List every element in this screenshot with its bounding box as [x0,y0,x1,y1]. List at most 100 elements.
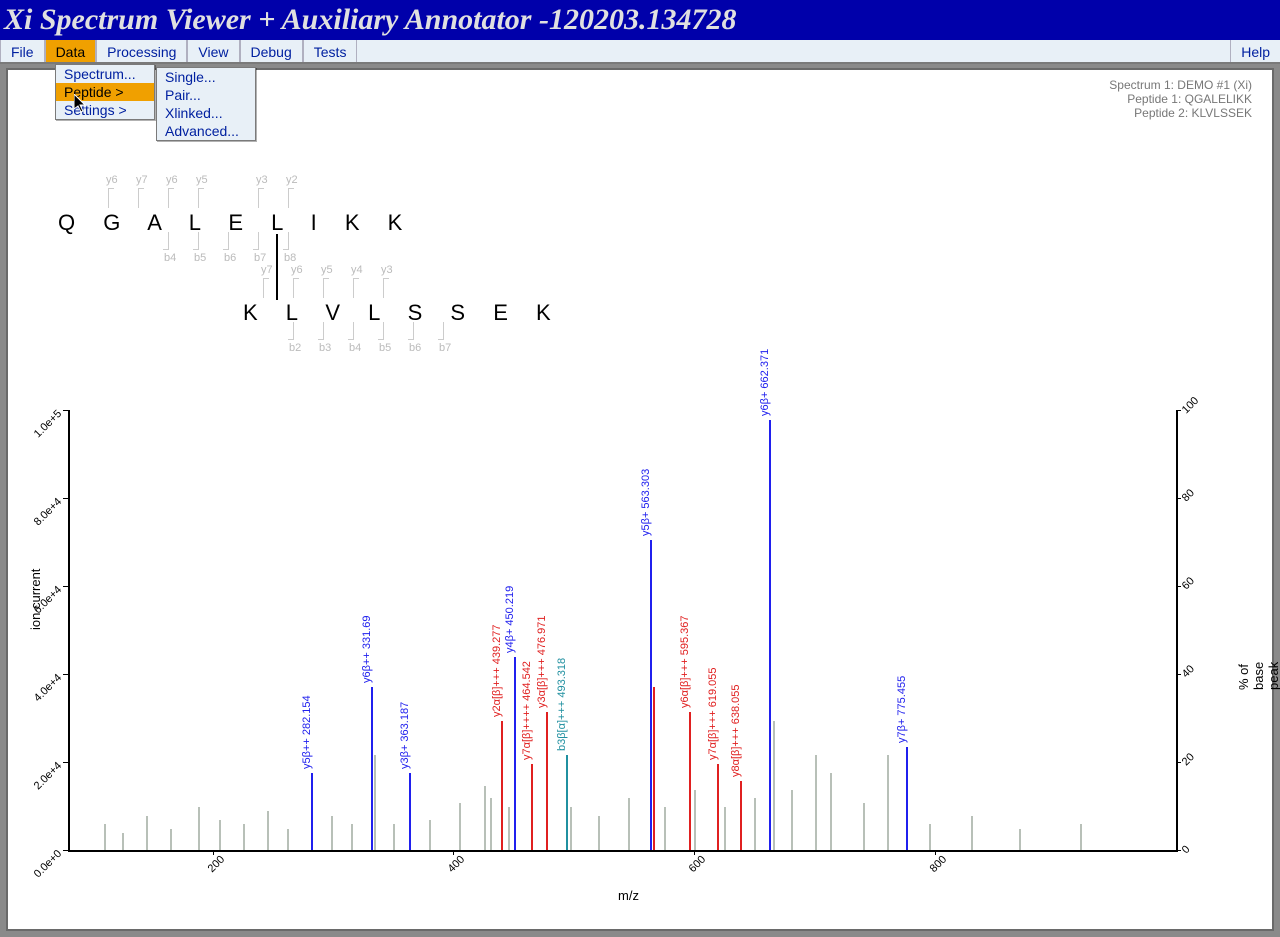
frag-tick-b-h [223,249,229,250]
dd-advanced[interactable]: Advanced... [157,122,255,140]
spectrum-peak [219,820,221,850]
spectrum-peak [598,816,600,850]
spectrum-peak [650,540,652,850]
frag-tick-y-h [168,188,174,189]
xtick [694,850,695,855]
frag-label-b: b4 [164,252,176,264]
frag-label-b: b7 [254,252,266,264]
ytick [63,674,68,675]
frag-tick-y2-h [383,278,389,279]
spectrum-peak [664,807,666,850]
menu-help[interactable]: Help [1230,40,1280,62]
canvas-frame: Spectrum 1: DEMO #1 (Xi) Peptide 1: QGAL… [6,68,1274,931]
xtick [213,850,214,855]
frag-tick-b2 [323,322,324,340]
frag-tick-y-h [138,188,144,189]
y2-axis-label: % of base peak [1236,662,1280,690]
spectrum-peak [830,773,832,850]
spectrum-plot[interactable]: ion current % of base peak m/z 0.0e+02.0… [68,410,1198,910]
frag-label-b: b5 [194,252,206,264]
frag-tick-b-h [283,249,289,250]
menu-debug[interactable]: Debug [240,40,303,62]
frag-tick-y2-h [323,278,329,279]
spectrum-peak [311,773,313,850]
frag-label-b2: b6 [409,342,421,354]
y2tick [1176,850,1181,851]
peak-label: y3α[β]+++ 476.971 [536,616,548,709]
frag-tick-b2 [383,322,384,340]
frag-tick-b-h [163,249,169,250]
xtick [453,850,454,855]
dd-pair[interactable]: Pair... [157,86,255,104]
spectrum-peak [409,773,411,850]
frag-tick-b-h [253,249,259,250]
spectrum-peak [198,807,200,850]
frag-tick-b2-h [408,339,414,340]
menu-file[interactable]: File [0,40,45,62]
peak-label: y6α[β]+++ 595.367 [679,616,691,709]
spectrum-peak [628,798,630,850]
y2tick [1176,410,1181,411]
frag-tick-b2 [443,322,444,340]
ytick-label: 2.0e+4 [20,760,64,804]
frag-label-b2: b4 [349,342,361,354]
frag-label-y2: y6 [291,264,303,276]
frag-tick-b2 [353,322,354,340]
xtick-label: 200 [205,854,226,875]
info-peptide2: Peptide 2: KLVLSSEK [1109,106,1252,120]
frag-tick-y [168,188,169,208]
peptide1-sequence: Q G A L E L I K K [58,210,413,236]
spectrum-peak [724,807,726,850]
ytick-label: 4.0e+4 [20,672,64,716]
frag-label-y2: y7 [261,264,273,276]
dd-spectrum[interactable]: Spectrum... [56,65,154,83]
ytick-label: 0.0e+0 [20,848,64,892]
frag-tick-b2-h [378,339,384,340]
frag-tick-y2 [263,278,264,298]
peak-label: y4β+ 450.219 [504,585,516,652]
spectrum-peak [546,712,548,850]
spectrum-peak [887,755,889,850]
menu-view[interactable]: View [187,40,239,62]
spectrum-peak [971,816,973,850]
frag-tick-y [258,188,259,208]
frag-tick-b [198,232,199,250]
menu-tests[interactable]: Tests [303,40,358,62]
y2tick [1176,674,1181,675]
spectrum-peak [371,687,373,850]
frag-label-b2: b3 [319,342,331,354]
info-panel: Spectrum 1: DEMO #1 (Xi) Peptide 1: QGAL… [1109,78,1252,120]
menu-data[interactable]: Data [45,40,97,62]
menu-processing[interactable]: Processing [96,40,187,62]
spectrum-peak [769,420,771,850]
ytick [63,762,68,763]
x-axis [68,850,1178,852]
peak-label: y6β+ 662.371 [759,349,771,416]
spectrum-peak [490,798,492,850]
y2tick-label: 40 [1180,663,1197,680]
spectrum-peak [863,803,865,850]
frag-tick-y2-h [353,278,359,279]
dd-xlinked[interactable]: Xlinked... [157,104,255,122]
xtick-label: 800 [928,854,949,875]
spectrum-peak [393,824,395,850]
spectrum-peak [351,824,353,850]
spectrum-peak [717,764,719,850]
y2tick [1176,586,1181,587]
ytick [63,850,68,851]
peak-label: y7β+ 775.455 [896,676,908,743]
frag-tick-y2 [383,278,384,298]
frag-tick-b [258,232,259,250]
spectrum-peak [689,712,691,850]
spectrum-peak [331,816,333,850]
frag-tick-b-h [193,249,199,250]
frag-label-b: b6 [224,252,236,264]
xtick-label: 400 [446,854,467,875]
dd-peptide[interactable]: Peptide > [56,83,154,101]
dd-settings[interactable]: Settings > [56,101,154,119]
dd-single[interactable]: Single... [157,68,255,86]
spectrum-peak [740,781,742,850]
ytick [63,586,68,587]
y2tick [1176,762,1181,763]
peak-label: b3β[α]+++ 493.318 [556,658,568,751]
